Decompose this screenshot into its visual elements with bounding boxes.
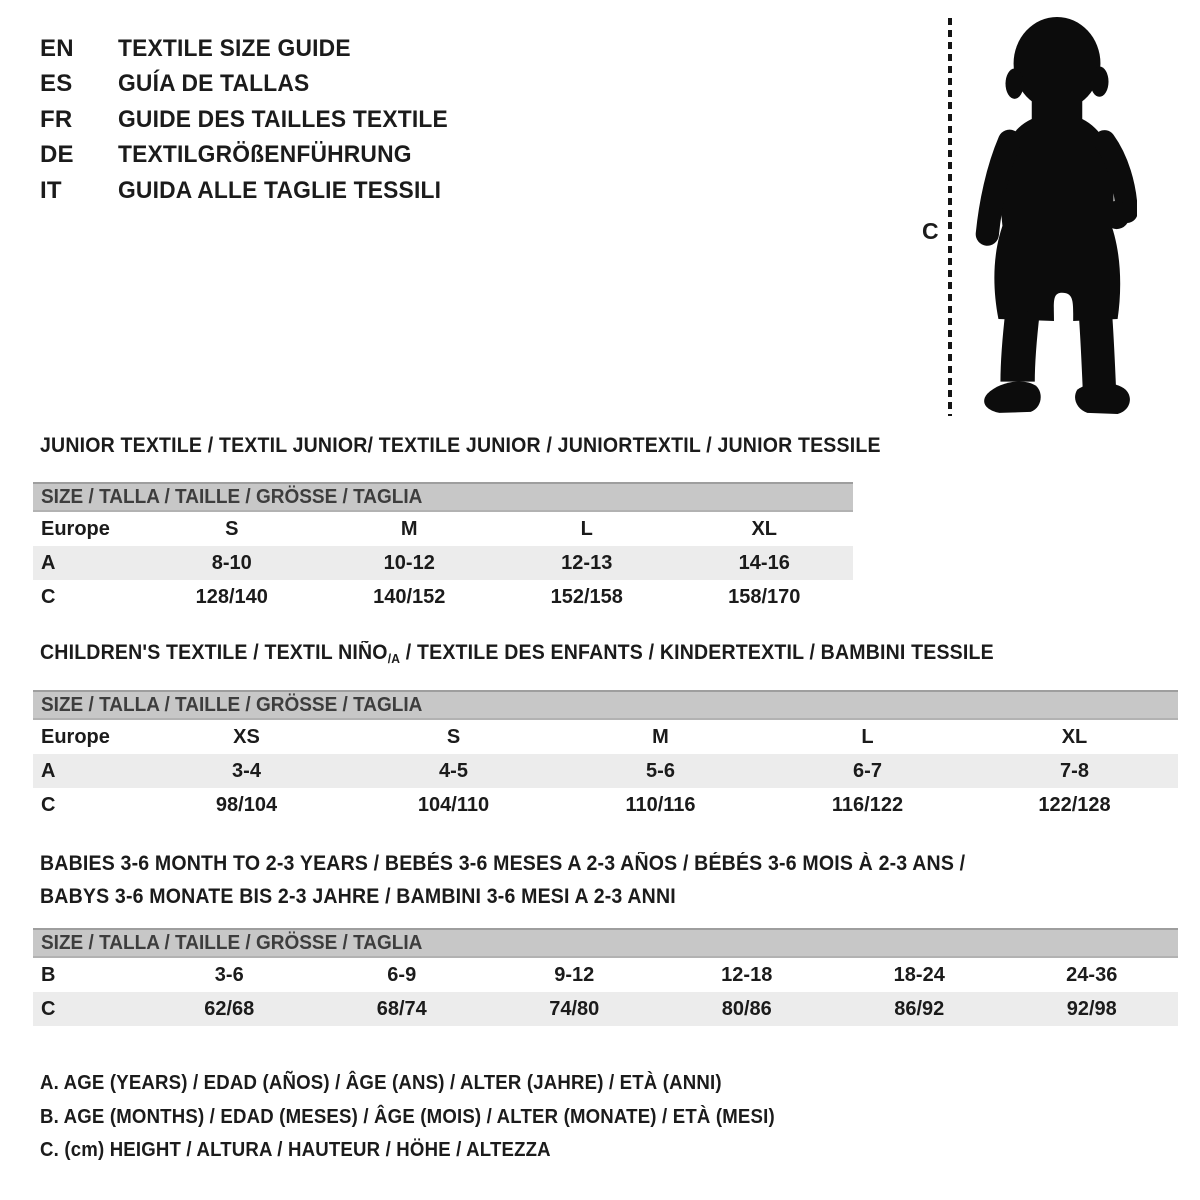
height-cell: 74/80 (549, 997, 600, 1020)
height-cell: 140/152 (373, 585, 446, 608)
size-header-label: SIZE / TALLA / TAILLE / GRÖSSE / TAGLIA (41, 486, 423, 508)
row-label: C (41, 997, 56, 1020)
babies-section-title-line2: BABYS 3-6 MONATE BIS 2-3 JAHRE / BAMBINI… (40, 885, 676, 908)
language-title: GUÍA DE TALLAS (118, 70, 310, 98)
size-cell: L (861, 725, 874, 748)
age-cell: 12-18 (721, 963, 773, 986)
language-code: FR (40, 105, 73, 133)
children-title-text: / TEXTILE DES ENFANTS / KINDERTEXTIL / B… (400, 641, 994, 664)
row-label: Europe (41, 517, 110, 540)
language-code: DE (40, 141, 74, 169)
age-cell: 3-6 (214, 963, 244, 986)
table-row-age-years: A 3-4 4-5 5-6 6-7 7-8 (33, 754, 1178, 788)
age-cell: 7-8 (1060, 759, 1089, 782)
height-cell: 92/98 (1066, 997, 1117, 1020)
language-title: TEXTILGRÖßENFÜHRUNG (118, 141, 412, 169)
legend-age-years: A. AGE (YEARS) / EDAD (AÑOS) / ÂGE (ANS)… (40, 1072, 722, 1094)
legend-age-months: B. AGE (MONTHS) / EDAD (MESES) / ÂGE (MO… (40, 1106, 775, 1128)
children-title-text: CHILDREN'S TEXTILE / TEXTIL NIÑO (40, 641, 388, 664)
height-cell: 80/86 (721, 997, 772, 1020)
age-cell: 4-5 (439, 759, 468, 782)
age-cell: 14-16 (738, 551, 790, 574)
legend-height-cm: C. (cm) HEIGHT / ALTURA / HAUTEUR / HÖHE… (40, 1139, 551, 1161)
age-cell: 6-9 (387, 963, 417, 986)
language-title: GUIDE DES TAILLES TEXTILE (118, 105, 448, 133)
size-cell: S (446, 725, 461, 748)
row-label: B (41, 963, 56, 986)
size-header-label: SIZE / TALLA / TAILLE / GRÖSSE / TAGLIA (41, 932, 423, 954)
height-cell: 110/116 (625, 793, 696, 816)
age-cell: 12-13 (561, 551, 613, 574)
size-header-band: SIZE / TALLA / TAILLE / GRÖSSE / TAGLIA (33, 690, 1178, 720)
junior-size-table: SIZE / TALLA / TAILLE / GRÖSSE / TAGLIA … (33, 482, 853, 614)
height-cell: 152/158 (550, 585, 623, 608)
size-cell: S (225, 517, 239, 540)
size-cell: M (400, 517, 418, 540)
row-label: Europe (41, 725, 110, 748)
babies-size-table: SIZE / TALLA / TAILLE / GRÖSSE / TAGLIA … (33, 928, 1178, 1026)
age-cell: 3-4 (232, 759, 261, 782)
language-row-it: IT GUIDA ALLE TAGLIE TESSILI (40, 173, 465, 209)
row-label: C (41, 793, 56, 816)
age-cell: 18-24 (893, 963, 945, 986)
size-cell: L (580, 517, 593, 540)
table-row-height: C 128/140 140/152 152/158 158/170 (33, 580, 853, 614)
size-header-band: SIZE / TALLA / TAILLE / GRÖSSE / TAGLIA (33, 482, 853, 512)
height-cell: 68/74 (376, 997, 427, 1020)
age-cell: 10-12 (383, 551, 435, 574)
table-row-age-years: A 8-10 10-12 12-13 14-16 (33, 546, 853, 580)
height-figure: C (900, 14, 1185, 426)
baby-silhouette-icon (975, 17, 1137, 414)
height-cell: 128/140 (195, 585, 268, 608)
language-title: GUIDA ALLE TAGLIE TESSILI (118, 176, 442, 204)
language-title: TEXTILE SIZE GUIDE (118, 34, 351, 62)
language-code: EN (40, 34, 74, 62)
size-cell: M (652, 725, 669, 748)
size-cell: XS (233, 725, 260, 748)
age-cell: 5-6 (646, 759, 675, 782)
junior-section-title: JUNIOR TEXTILE / TEXTIL JUNIOR/ TEXTILE … (40, 434, 881, 457)
height-cell: 104/110 (417, 793, 490, 816)
size-header-label: SIZE / TALLA / TAILLE / GRÖSSE / TAGLIA (41, 694, 423, 716)
language-row-fr: FR GUIDE DES TAILLES TEXTILE (40, 102, 465, 138)
age-cell: 6-7 (853, 759, 882, 782)
row-label: C (41, 585, 56, 608)
table-row-europe: Europe S M L XL (33, 512, 853, 546)
table-row-height: C 98/104 104/110 110/116 116/122 122/128 (33, 788, 1178, 822)
language-code: ES (40, 70, 73, 98)
size-header-band: SIZE / TALLA / TAILLE / GRÖSSE / TAGLIA (33, 928, 1178, 958)
language-row-es: ES GUÍA DE TALLAS (40, 67, 465, 103)
height-cell: 158/170 (728, 585, 801, 608)
table-row-height: C 62/68 68/74 74/80 80/86 86/92 92/98 (33, 992, 1178, 1026)
height-cell: 86/92 (894, 997, 945, 1020)
size-cell: XL (1061, 725, 1088, 748)
children-section-title: CHILDREN'S TEXTILE / TEXTIL NIÑO/A / TEX… (40, 641, 994, 666)
height-measure-label: C (922, 218, 939, 244)
language-row-de: DE TEXTILGRÖßENFÜHRUNG (40, 138, 465, 174)
language-title-list: EN TEXTILE SIZE GUIDE ES GUÍA DE TALLAS … (40, 31, 465, 209)
table-row-age-months: B 3-6 6-9 9-12 12-18 18-24 24-36 (33, 958, 1178, 992)
babies-section-title-line1: BABIES 3-6 MONTH TO 2-3 YEARS / BEBÉS 3-… (40, 852, 966, 875)
children-title-subscript: /A (387, 651, 401, 666)
row-label: A (41, 759, 56, 782)
height-cell: 98/104 (215, 793, 278, 816)
language-row-en: EN TEXTILE SIZE GUIDE (40, 31, 465, 67)
row-label: A (41, 551, 56, 574)
language-code: IT (40, 176, 62, 204)
table-row-europe: Europe XS S M L XL (33, 720, 1178, 754)
children-size-table: SIZE / TALLA / TAILLE / GRÖSSE / TAGLIA … (33, 690, 1178, 822)
height-cell: 116/122 (831, 793, 904, 816)
size-cell: XL (751, 517, 778, 540)
height-cell: 122/128 (1038, 793, 1111, 816)
age-cell: 8-10 (211, 551, 252, 574)
age-cell: 9-12 (554, 963, 595, 986)
height-cell: 62/68 (204, 997, 255, 1020)
height-dashed-line-icon (948, 18, 952, 416)
age-cell: 24-36 (1066, 963, 1118, 986)
